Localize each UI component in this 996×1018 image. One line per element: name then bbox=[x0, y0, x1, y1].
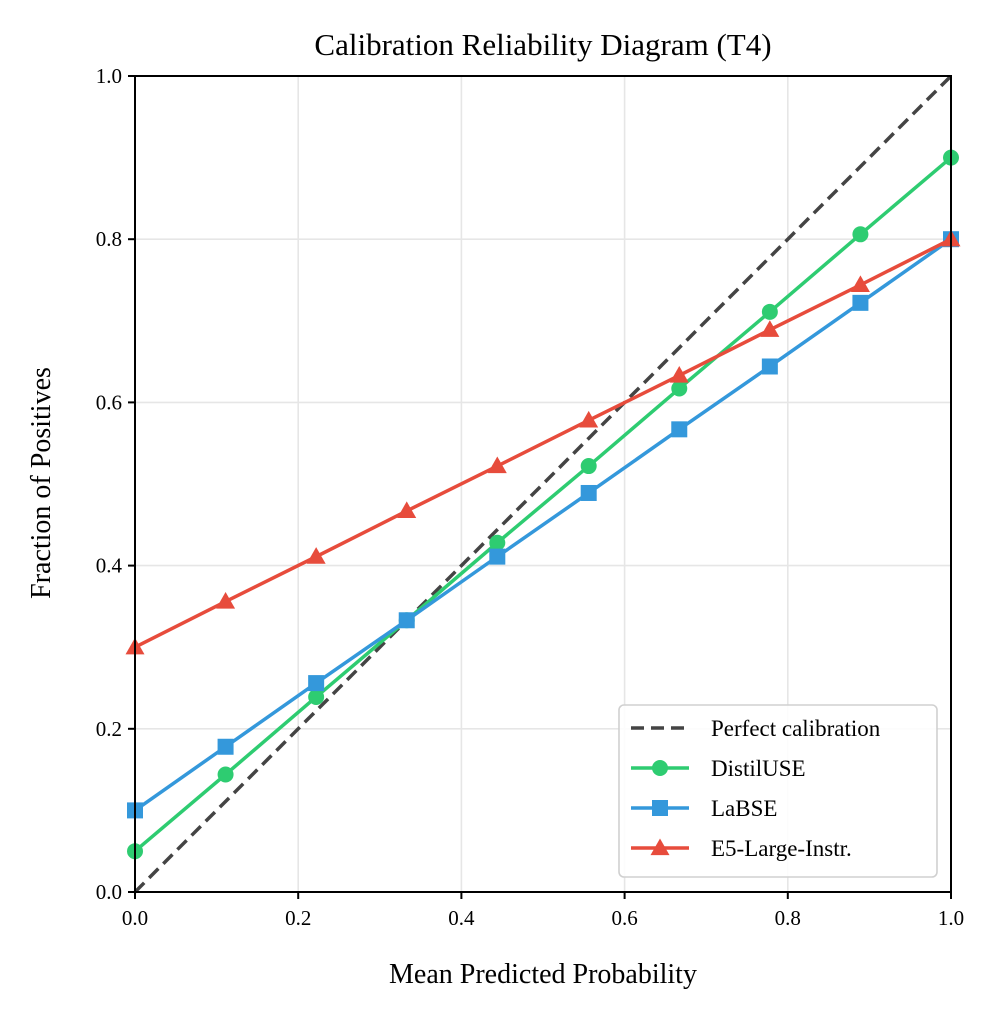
e5-large-instr-point bbox=[397, 501, 417, 519]
legend-swatch-marker bbox=[650, 838, 670, 856]
y-tick-label: 0.2 bbox=[96, 717, 122, 741]
labse-point bbox=[580, 484, 597, 501]
labse-line bbox=[133, 237, 953, 812]
e5-large-instr-line bbox=[134, 237, 952, 649]
legend-label: LaBSE bbox=[711, 796, 777, 821]
labse-point bbox=[489, 548, 506, 565]
legend-swatch-marker bbox=[652, 760, 668, 776]
x-tick-label: 0.6 bbox=[611, 906, 637, 930]
labse-point bbox=[852, 294, 869, 311]
labse-point bbox=[671, 421, 688, 438]
e5-large-instr-point bbox=[850, 275, 870, 293]
y-tick-label: 0.0 bbox=[96, 880, 122, 904]
y-tick-label: 1.0 bbox=[96, 64, 122, 88]
x-tick-label: 0.4 bbox=[448, 906, 475, 930]
y-axis-label: Fraction of Positives bbox=[26, 367, 57, 599]
y-tick-label: 0.4 bbox=[96, 554, 123, 578]
distiluse-point bbox=[852, 226, 869, 243]
legend-swatch-marker bbox=[652, 800, 668, 816]
e5-large-instr-point bbox=[579, 410, 599, 428]
e5-large-instr-point bbox=[487, 456, 507, 474]
labse-point bbox=[308, 675, 325, 692]
labse-point bbox=[217, 738, 234, 755]
series-labse bbox=[127, 231, 959, 819]
distiluse-point bbox=[580, 458, 597, 475]
y-tick-label: 0.6 bbox=[96, 390, 122, 414]
legend: Perfect calibration DistilUSE LaBSE E5-Larg… bbox=[618, 704, 938, 878]
e5-large-instr-point bbox=[669, 365, 689, 383]
e5-large-instr-point bbox=[306, 547, 326, 564]
legend-item: DistilUSE bbox=[631, 756, 806, 781]
legend-label: Perfect calibration bbox=[711, 716, 881, 741]
x-tick-label: 0.0 bbox=[122, 906, 148, 930]
e5-large-instr-point bbox=[216, 592, 236, 609]
legend-item: LaBSE bbox=[631, 796, 777, 821]
y-tick-label: 0.8 bbox=[96, 227, 122, 251]
labse-point bbox=[761, 358, 778, 375]
plot-frame bbox=[134, 75, 952, 893]
legend-label: E5-Large-Instr. bbox=[711, 836, 852, 861]
legend-item: E5-Large-Instr. bbox=[631, 836, 852, 861]
distiluse-point bbox=[217, 766, 234, 783]
distiluse-point bbox=[761, 303, 778, 320]
e5-large-instr-point bbox=[760, 320, 780, 337]
distiluse-point bbox=[489, 534, 506, 551]
legend-item: Perfect calibration bbox=[631, 716, 881, 741]
legend-label: DistilUSE bbox=[711, 756, 806, 781]
x-tick-label: 0.2 bbox=[285, 906, 311, 930]
x-tick-label: 0.8 bbox=[775, 906, 801, 930]
axis-ticks: 0.0 0.2 0.4 0.6 0.8 1.0 0.0 0.2 0.4 0.6 0.8 1.0 bbox=[96, 64, 964, 930]
labse-point bbox=[398, 612, 415, 629]
reference-line-layer bbox=[133, 74, 953, 894]
series-e5-large-instr bbox=[125, 229, 961, 655]
perfect-calibration-line bbox=[133, 74, 953, 894]
distiluse-point bbox=[308, 688, 325, 705]
x-axis-label: Mean Predicted Probability bbox=[389, 959, 697, 990]
chart-title: Calibration Reliability Diagram (T4) bbox=[314, 27, 771, 62]
legend-box bbox=[618, 704, 938, 878]
x-tick-label: 1.0 bbox=[938, 906, 964, 930]
distiluse-line bbox=[133, 156, 953, 853]
distiluse-point bbox=[671, 380, 688, 397]
